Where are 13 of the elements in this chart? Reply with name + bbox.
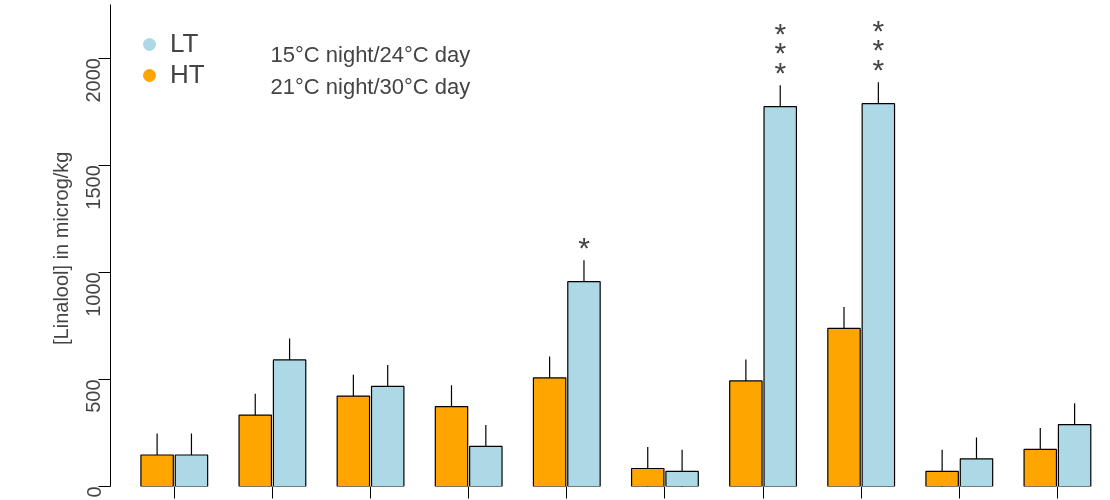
y-tick-label: 0 — [82, 486, 105, 498]
data-label: *** — [872, 13, 885, 87]
y-axis-title: [Linalool] in microg/kg — [49, 151, 72, 345]
legend-label: HT — [170, 59, 205, 90]
y-tick-label: 500 — [82, 379, 105, 413]
annotation: 21°C night/30°C day — [270, 74, 471, 99]
data-label: *** — [774, 16, 787, 90]
y-tick-label: 1000 — [82, 272, 105, 317]
data-label: * — [578, 231, 591, 265]
legend-label: LT — [170, 28, 199, 59]
y-tick-label: 2000 — [82, 58, 105, 103]
y-tick-label: 1500 — [82, 165, 105, 210]
annotation: 15°C night/24°C day — [270, 42, 471, 67]
